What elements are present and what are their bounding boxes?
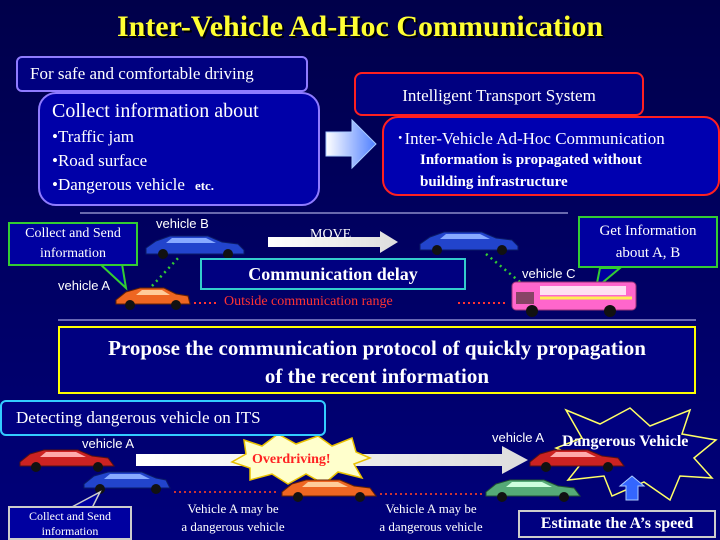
page-title: Inter-Vehicle Ad-Hoc Communication [116, 10, 604, 43]
vehicle-b-label: vehicle B [156, 216, 209, 231]
sender-car-icon [83, 471, 171, 494]
moved-car-icon [419, 231, 519, 255]
vehicle-a-left-car-icon [19, 449, 115, 472]
item-dangerous-vehicle: •Dangerous vehicle [52, 175, 185, 194]
get-info-callout: Get Information about A, B [578, 216, 718, 268]
proposal-line2: of the recent information [264, 364, 490, 388]
vehicle-c-bus-icon [511, 281, 637, 317]
communication-delay-box: Communication delay [200, 258, 466, 290]
maybe-1-line2: a dangerous vehicle [181, 519, 285, 534]
outside-range-label: Outside communication range [224, 294, 393, 309]
collect-send-line1: Collect and Send [25, 226, 121, 241]
collect-info-box: Collect information about •Traffic jam •… [38, 92, 320, 206]
its-desc-2: building infrastructure [420, 174, 568, 190]
its-desc-1: Information is propagated without [420, 152, 642, 168]
collect-heading: Collect information about [52, 100, 259, 122]
collect-send-line2: information [39, 246, 107, 261]
maybe-2-line2: a dangerous vehicle [379, 519, 483, 534]
item-etc: etc. [194, 178, 215, 193]
maybe-1-line1: Vehicle A may be [187, 501, 279, 516]
vehicle-a-right-label: vehicle A [492, 430, 545, 445]
dangerous-vehicle-label: Dangerous Vehicle [562, 433, 689, 450]
comm-path-a-b [151, 255, 181, 287]
move-arrow-icon [268, 231, 398, 253]
vehicle-a-car-icon [115, 287, 191, 310]
comm-path-b-c [485, 253, 521, 283]
move-label: MOVE [310, 227, 352, 242]
big-arrow-icon [325, 118, 377, 170]
item-traffic-jam: •Traffic jam [52, 127, 134, 146]
collect-send-callout: Collect and Send information [8, 222, 138, 266]
purpose-tag: For safe and comfortable driving [16, 56, 308, 92]
vehicle-b-car-icon [145, 235, 245, 259]
maybe-label-1: Vehicle A may be a dangerous vehicle [168, 500, 298, 536]
estimate-speed-box: Estimate the A’s speed [518, 510, 716, 538]
its-box: ･Inter-Vehicle Ad-Hoc Communication Info… [382, 116, 720, 196]
vehicle-a-label: vehicle A [58, 278, 111, 293]
get-info-line2: about A, B [615, 245, 681, 261]
proposal-line1: Propose the communication protocol of qu… [108, 336, 646, 360]
overdriving-burst-icon [230, 433, 373, 485]
maybe-2-line1: Vehicle A may be [385, 501, 477, 516]
maybe-label-2: Vehicle A may be a dangerous vehicle [366, 500, 496, 536]
proposal-box: Propose the communication protocol of qu… [58, 326, 696, 394]
get-info-line1: Get Information [599, 223, 697, 239]
item-road-surface: •Road surface [52, 151, 148, 170]
relay-car-icon [281, 479, 377, 502]
collect-send-2-line1: Collect and Send [29, 509, 111, 523]
vehicle-a-left-label: vehicle A [82, 436, 135, 451]
its-tag: Intelligent Transport System [354, 72, 644, 116]
collect-send-2-line2: information [41, 524, 99, 538]
detecting-tag: Detecting dangerous vehicle on ITS [0, 400, 326, 436]
up-arrow-icon [618, 475, 646, 501]
collect-send-callout-2: Collect and Send information [8, 506, 132, 540]
overdriving-label: Overdriving! [252, 452, 331, 467]
its-item: ･Inter-Vehicle Ad-Hoc Communication [396, 129, 665, 148]
vehicle-c-label: vehicle C [522, 266, 576, 281]
vehicle-a-right-car-icon [529, 449, 625, 472]
estimator-car-icon [485, 479, 581, 502]
